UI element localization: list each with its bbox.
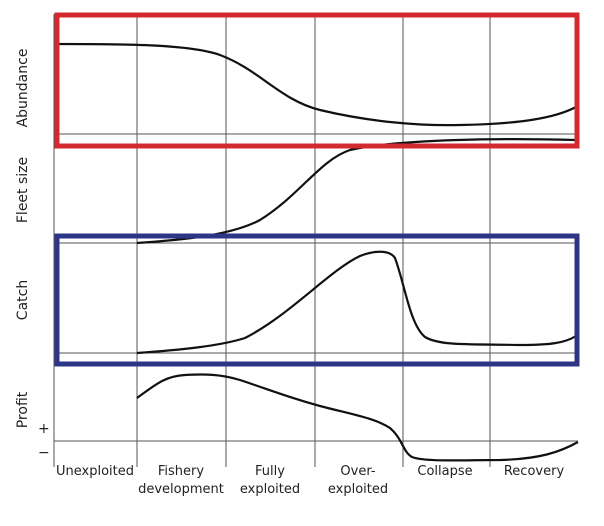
fleet-size-label: Fleet size (15, 157, 31, 223)
phase-labels: Unexploited Fishery development Fully ex… (56, 464, 564, 497)
phase-recovery: Recovery (504, 464, 565, 479)
phase-fully-exploited: Fully (255, 464, 285, 479)
catch-highlight-box (54, 233, 580, 367)
phase-collapse: Collapse (417, 464, 472, 479)
profit-curve (136, 373, 579, 462)
profit-label: Profit (15, 391, 31, 428)
phase-fully-exploited-line2: exploited (240, 482, 300, 497)
baselines (54, 133, 578, 442)
catch-curve (136, 250, 577, 355)
phase-fishery-development-line2: development (138, 482, 224, 497)
profit-plus-sign: + (38, 421, 50, 437)
fleet-size-curve (136, 138, 577, 245)
abundance-highlight-box (54, 12, 580, 149)
abundance-label: Abundance (15, 49, 31, 128)
phase-over-exploited: Over- (340, 464, 375, 479)
catch-label: Catch (15, 280, 31, 320)
phase-fishery-development: Fishery (158, 464, 204, 479)
profit-minus-sign: − (38, 445, 50, 461)
phase-over-exploited-line2: exploited (328, 482, 388, 497)
phase-dividers (53, 14, 491, 467)
abundance-curve (55, 42, 577, 127)
phase-unexploited: Unexploited (56, 464, 134, 479)
